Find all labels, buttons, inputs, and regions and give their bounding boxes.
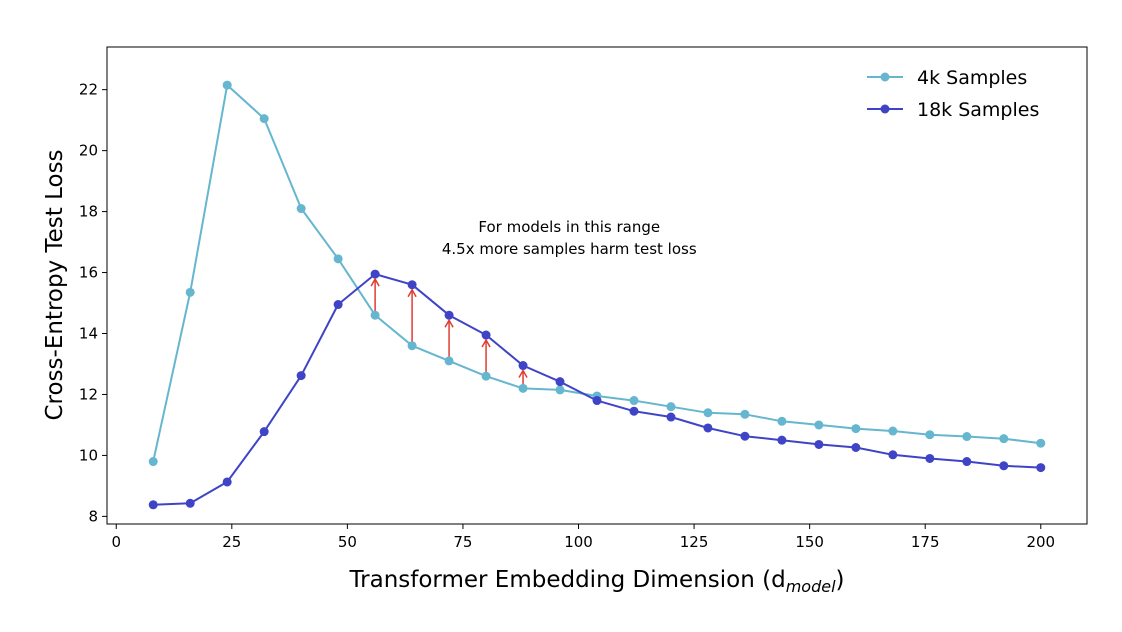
legend-marker-4k	[880, 72, 890, 82]
data-point-1	[629, 406, 639, 416]
data-point-0	[814, 420, 824, 430]
x-tick-label: 25	[222, 533, 241, 551]
x-tick-label: 0	[111, 533, 121, 551]
improvement-arrow-head	[444, 318, 454, 328]
data-point-0	[888, 426, 898, 436]
improvement-arrow-head	[518, 368, 528, 378]
data-point-1	[666, 412, 676, 422]
data-point-0	[444, 356, 454, 366]
x-tick-label: 175	[911, 533, 940, 551]
data-point-0	[851, 424, 861, 434]
data-point-1	[481, 330, 491, 340]
legend-marker-18k	[880, 104, 890, 114]
data-point-1	[296, 371, 306, 381]
data-point-1	[1036, 463, 1046, 473]
data-point-1	[592, 396, 602, 406]
x-axis-title-main: Transformer Embedding Dimension (d	[348, 567, 785, 593]
y-axis-title: Cross-Entropy Test Loss	[42, 149, 68, 420]
data-point-0	[555, 385, 565, 395]
y-tick-label: 12	[79, 385, 98, 403]
x-tick-label: 50	[338, 533, 357, 551]
x-tick-label: 75	[453, 533, 472, 551]
x-tick-label: 150	[795, 533, 824, 551]
x-axis-title-suffix: )	[836, 567, 845, 593]
data-point-1	[925, 453, 935, 463]
data-point-0	[333, 254, 343, 264]
data-point-1	[333, 300, 343, 310]
x-tick-label: 125	[680, 533, 709, 551]
data-point-0	[481, 371, 491, 381]
arrow-layer	[370, 277, 528, 385]
data-point-1	[259, 427, 269, 437]
data-point-1	[851, 442, 861, 452]
data-point-0	[962, 432, 972, 442]
x-tick-label: 100	[564, 533, 593, 551]
legend: 4k Samples 18k Samples	[867, 67, 1039, 121]
data-point-1	[555, 377, 565, 387]
data-point-1	[962, 457, 972, 467]
improvement-arrow-head	[370, 277, 380, 287]
annotation-line-1: For models in this range	[478, 218, 660, 236]
data-point-1	[888, 450, 898, 460]
y-tick-label: 8	[88, 507, 98, 525]
data-point-0	[185, 287, 195, 297]
x-axis-title: Transformer Embedding Dimension (dmodel)	[348, 567, 844, 596]
data-point-1	[148, 500, 158, 510]
data-point-0	[518, 383, 528, 393]
data-point-1	[518, 361, 528, 371]
legend-label-18k: 18k Samples	[917, 99, 1039, 121]
data-point-1	[703, 423, 713, 433]
data-point-0	[259, 114, 269, 124]
y-tick-label: 14	[79, 325, 98, 343]
data-point-0	[148, 457, 158, 467]
x-axis-title-subscript: model	[786, 577, 836, 596]
y-tick-label: 18	[79, 203, 98, 221]
y-tick-label: 16	[79, 264, 98, 282]
series-layer	[148, 80, 1046, 510]
data-point-1	[444, 310, 454, 320]
data-point-0	[703, 408, 713, 418]
y-axis: 8 10 12 14 16 18 20 22	[79, 81, 107, 525]
data-point-0	[999, 434, 1009, 444]
data-point-1	[740, 431, 750, 441]
y-tick-label: 20	[79, 142, 98, 160]
y-tick-label: 22	[79, 81, 98, 99]
y-tick-label: 10	[79, 446, 98, 464]
plot-frame	[106, 46, 1088, 525]
improvement-arrow-head	[481, 338, 491, 348]
data-point-0	[370, 310, 380, 320]
data-point-1	[370, 269, 380, 279]
data-point-0	[222, 80, 232, 90]
legend-label-4k: 4k Samples	[917, 67, 1027, 89]
improvement-arrow-head	[407, 288, 417, 298]
data-point-1	[777, 435, 787, 445]
data-point-0	[740, 409, 750, 419]
data-point-1	[814, 439, 824, 449]
data-point-0	[666, 402, 676, 412]
data-point-1	[999, 461, 1009, 471]
data-point-1	[222, 477, 232, 487]
data-point-1	[185, 498, 195, 508]
annotation-line-2: 4.5x more samples harm test loss	[442, 240, 697, 258]
data-point-0	[629, 396, 639, 406]
x-tick-label: 200	[1026, 533, 1055, 551]
data-point-1	[407, 280, 417, 290]
data-point-0	[1036, 438, 1046, 448]
data-point-0	[407, 341, 417, 351]
data-point-0	[777, 416, 787, 426]
x-axis: 0 25 50 75 100 125 150 175 200	[111, 524, 1055, 551]
data-point-0	[925, 430, 935, 440]
data-point-0	[296, 204, 306, 214]
